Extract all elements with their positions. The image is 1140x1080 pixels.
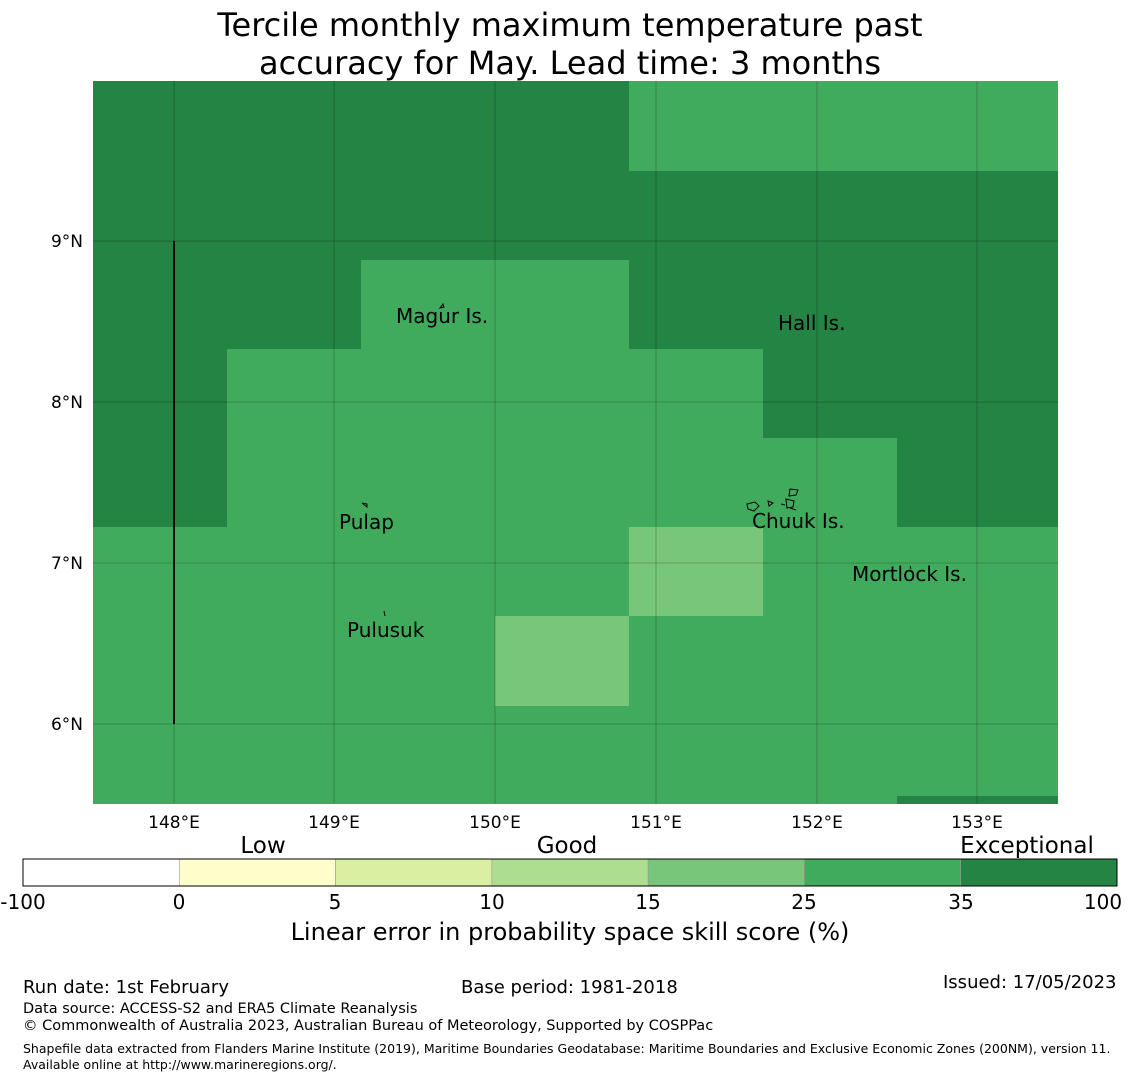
base-period: Base period: 1981-2018 <box>461 977 678 998</box>
colorbar-swatch <box>647 858 805 887</box>
cell-good-mid <box>495 616 629 706</box>
cell-good-mid <box>629 527 763 616</box>
colorbar-category-exceptional: Exceptional <box>960 833 1094 859</box>
colorbar-categories: Low Good Exceptional <box>240 833 1093 859</box>
island-pulap <box>361 502 368 509</box>
lat-tick: 7°N <box>51 554 83 574</box>
place-label-pulusuk: Pulusuk <box>347 618 425 642</box>
island-outlines <box>361 302 912 617</box>
colorbar-tick: 5 <box>329 890 342 914</box>
lat-tick: 8°N <box>51 393 83 413</box>
lon-tick: 150°E <box>469 813 521 833</box>
colorbar-category-low: Low <box>240 833 285 859</box>
colorbar-swatches <box>22 858 1118 887</box>
lon-tick: 151°E <box>630 813 682 833</box>
issued-date: Issued: 17/05/2023 <box>943 972 1117 993</box>
colorbar-tick: 100 <box>1084 890 1122 914</box>
colorbar-tick: 10 <box>479 890 504 914</box>
cell-exceptional <box>93 349 227 527</box>
colorbar-category-good: Good <box>537 833 598 859</box>
run-date: Run date: 1st February <box>23 977 229 998</box>
place-label-chuuk: Chuuk Is. <box>752 509 845 533</box>
colorbar-swatch <box>491 858 649 887</box>
place-label-mortlock: Mortlock Is. <box>852 562 967 586</box>
island-chuuk-reef <box>785 488 799 511</box>
island-chuuk-1 <box>746 501 760 512</box>
colorbar-swatch <box>960 858 1118 887</box>
lon-axis: 148°E 149°E 150°E 151°E 152°E 153°E <box>148 813 1003 833</box>
colorbar-swatch <box>22 858 180 887</box>
lat-tick: 9°N <box>51 232 83 252</box>
cell-exceptional <box>93 171 1058 260</box>
colorbar-tick: 0 <box>173 890 186 914</box>
place-label-hall: Hall Is. <box>778 311 845 335</box>
lon-tick: 153°E <box>951 813 1003 833</box>
colorbar-frame <box>22 858 1118 887</box>
colorbar-label: Linear error in probability space skill … <box>290 918 850 946</box>
colorbar-tick: 25 <box>791 890 816 914</box>
colorbar-swatch <box>335 858 493 887</box>
cell-exceptional <box>93 260 361 349</box>
cell-exceptional <box>897 796 1058 804</box>
colorbar-tick: 35 <box>948 890 973 914</box>
lat-axis: 9°N 8°N 7°N 6°N <box>51 232 83 735</box>
cell-exceptional <box>897 438 1058 527</box>
colorbar-tick: -100 <box>0 890 45 914</box>
lat-tick: 6°N <box>51 715 83 735</box>
cell-exceptional <box>629 260 1058 349</box>
lon-tick: 149°E <box>308 813 360 833</box>
island-chuuk-3 <box>780 503 786 506</box>
colorbar-tick: 15 <box>635 890 660 914</box>
data-source: Data source: ACCESS-S2 and ERA5 Climate … <box>23 1001 418 1017</box>
island-mortlock <box>909 565 912 570</box>
lon-tick: 148°E <box>148 813 200 833</box>
place-labels: Magur Is. Hall Is. Pulap Chuuk Is. Mortl… <box>339 304 967 642</box>
cell-exceptional <box>763 349 1058 438</box>
colorbar: Low Good Exceptional -100 0 5 10 15 25 3… <box>0 833 1122 914</box>
place-label-pulap: Pulap <box>339 510 394 534</box>
colorbar-ticks: -100 0 5 10 15 25 35 100 <box>0 890 1122 914</box>
shapefile-credit: Shapefile data extracted from Flanders M… <box>23 1041 1111 1072</box>
chart-title: Tercile monthly maximum temperature past… <box>217 6 923 82</box>
island-chuuk-2 <box>767 500 775 507</box>
copyright-notice: © Commonwealth of Australia 2023, Austra… <box>23 1018 714 1034</box>
cell-exceptional <box>93 81 629 171</box>
colorbar-swatch <box>804 858 962 887</box>
island-pulusuk <box>383 610 386 617</box>
island-magur <box>438 302 445 309</box>
place-label-magur: Magur Is. <box>396 304 488 328</box>
colorbar-swatch <box>178 858 336 887</box>
map-panel[interactable]: Magur Is. Hall Is. Pulap Chuuk Is. Mortl… <box>93 81 1058 804</box>
lon-tick: 152°E <box>791 813 843 833</box>
